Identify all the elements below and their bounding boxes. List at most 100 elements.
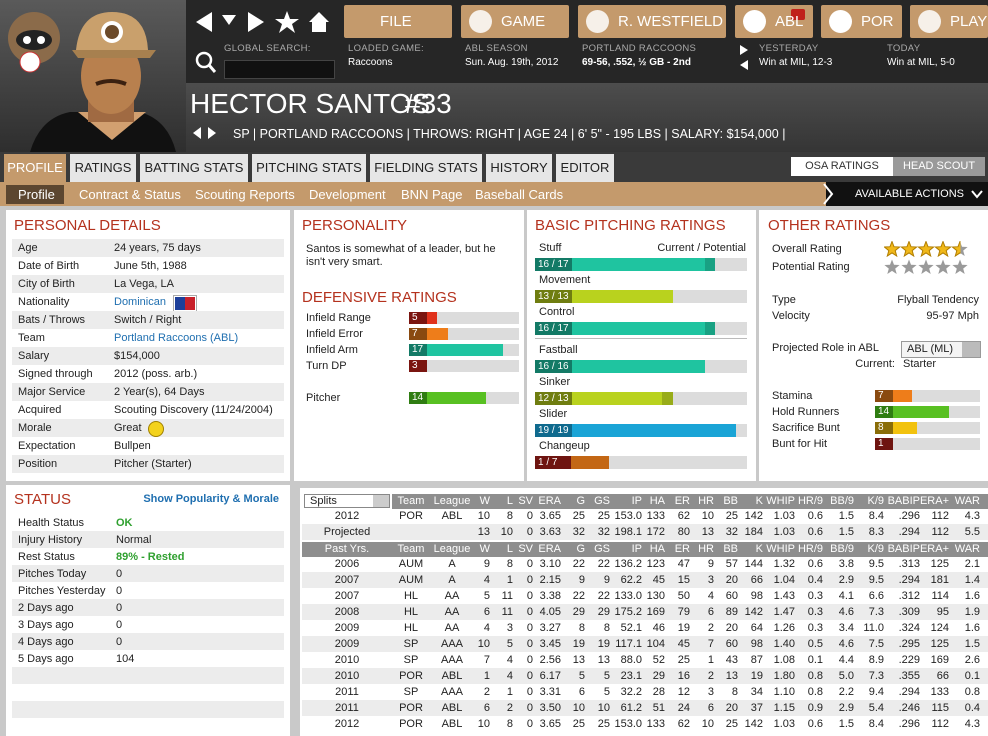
stat-cell: 169 (930, 654, 949, 666)
rating-bar (535, 360, 705, 373)
stat-cell: 25 (725, 510, 738, 522)
current-label: Current: (855, 358, 895, 370)
stat-cell: 8.4 (868, 510, 884, 522)
stat-cell: 11 (501, 590, 513, 602)
nav-button-label[interactable]: POR (861, 13, 894, 30)
actions-label[interactable]: AVAILABLE ACTIONS (855, 188, 965, 200)
detail-value[interactable]: Portland Raccoons (ABL) (114, 332, 239, 344)
scout-tab-label[interactable]: OSA RATINGS (805, 160, 879, 172)
day-arrows[interactable] (738, 43, 750, 73)
nav-button-label[interactable]: R. WESTFIELD (618, 13, 724, 30)
splits-dropdown[interactable]: Splits (304, 494, 390, 508)
detail-label: Signed through (18, 368, 93, 380)
role-dropdown[interactable]: ABL (ML) (901, 341, 981, 358)
panel-title: OTHER RATINGS (768, 217, 891, 234)
stat-cell: 28 (652, 686, 665, 698)
star-empty (935, 259, 951, 274)
popularity-link[interactable]: Show Popularity & Morale (143, 493, 279, 505)
tab[interactable]: PROFILE (4, 154, 66, 182)
search-icon[interactable] (194, 50, 218, 76)
tab[interactable]: PITCHING STATS (252, 154, 366, 182)
tab[interactable]: HISTORY (486, 154, 552, 182)
stat-cell: 0 (526, 702, 533, 714)
stat-cell: 37 (750, 702, 763, 714)
stat-cell: 4 (483, 574, 490, 586)
stat-cell: 169 (646, 606, 665, 618)
stat-cell: 181 (930, 574, 949, 586)
subtab[interactable]: Baseball Cards (475, 187, 564, 202)
other-label: Type (772, 294, 796, 306)
nav-button[interactable]: R. WESTFIELD (578, 5, 726, 38)
tab-label[interactable]: HISTORY (490, 160, 548, 175)
stat-cell: AUM (398, 558, 424, 570)
subtab[interactable]: Contract & Status (79, 187, 181, 202)
stat-cell: 112 (931, 718, 949, 730)
detail-label: Major Service (18, 386, 86, 398)
nav-button[interactable]: PLAY (910, 5, 988, 38)
stat-cell: 25 (572, 510, 585, 522)
stat-cell: 11.0 (863, 622, 884, 634)
tab-label[interactable]: PROFILE (7, 160, 63, 175)
stat-cell: 6 (707, 702, 714, 714)
stat-cell: 57 (725, 558, 738, 570)
stat-cell: 10 (701, 510, 714, 522)
header-cell: IP (631, 543, 642, 555)
tab-label[interactable]: RATINGS (74, 160, 132, 175)
stat-cell: 0.1 (807, 654, 823, 666)
nav-button[interactable]: ABL (735, 5, 813, 38)
stat-cell: 0 (526, 670, 533, 682)
stat-cell: 0.3 (807, 606, 823, 618)
header-cell: WHIP (766, 495, 795, 507)
nav-button[interactable]: GAME (461, 5, 569, 38)
subtab[interactable]: Scouting Reports (195, 187, 295, 202)
stat-cell: 1.47 (773, 606, 795, 618)
tab-label[interactable]: FIELDING STATS (374, 160, 478, 175)
nav-button[interactable]: FILE (344, 5, 452, 38)
nav-button-label[interactable]: ABL (775, 13, 804, 30)
nav-button-label[interactable]: GAME (501, 13, 546, 30)
stat-cell: .313 (898, 558, 920, 570)
splits-label[interactable]: Splits (310, 495, 337, 507)
scout-tab-label[interactable]: HEAD SCOUT (902, 160, 976, 172)
subtab[interactable]: Development (309, 187, 386, 202)
year-cell: Projected (323, 526, 371, 538)
stat-cell: 10 (597, 702, 610, 714)
status-value: 0 (116, 636, 123, 648)
actions-bar[interactable] (826, 182, 988, 206)
header-cell: K/9 (867, 543, 884, 555)
tab[interactable]: EDITOR (556, 154, 614, 182)
tab-label[interactable]: EDITOR (560, 160, 610, 175)
nav-button-label[interactable]: PLAY (950, 13, 988, 30)
header-cell: ERA+ (919, 543, 949, 555)
search-input[interactable] (224, 60, 335, 79)
header-cell: IP (631, 495, 642, 507)
scout-tab[interactable]: HEAD SCOUT (893, 157, 985, 176)
tab-label[interactable]: PITCHING STATS (256, 160, 362, 175)
stat-cell: 3.4 (838, 622, 854, 634)
detail-value: Bullpen (114, 440, 151, 452)
tab[interactable]: RATINGS (70, 154, 136, 182)
header-cell: BB (723, 495, 738, 507)
role-value[interactable]: ABL (ML) (907, 343, 954, 355)
tab[interactable]: FIELDING STATS (370, 154, 482, 182)
subtab-active[interactable] (6, 185, 64, 204)
stat-cell: 0 (526, 590, 533, 602)
tab[interactable]: BATTING STATS (140, 154, 248, 182)
stat-cell: 10 (477, 718, 490, 730)
player-arrows[interactable] (190, 125, 230, 141)
nav-button-label[interactable]: FILE (380, 13, 412, 30)
rating-label: Turn DP (306, 360, 347, 372)
subtab[interactable]: Profile (18, 187, 55, 202)
stat-cell: 10 (477, 510, 490, 522)
nav-button[interactable]: POR (821, 5, 902, 38)
table-header (392, 494, 988, 509)
tab-label[interactable]: BATTING STATS (144, 160, 244, 175)
scout-tab[interactable]: OSA RATINGS (791, 157, 893, 176)
subtab[interactable]: BNN Page (401, 187, 463, 202)
row-stripe (302, 572, 988, 588)
nav-icons[interactable] (190, 6, 340, 38)
stat-cell: 45 (652, 574, 665, 586)
detail-value[interactable]: Dominican (114, 296, 166, 308)
stat-cell: ABL (441, 718, 463, 730)
star-empty (901, 259, 917, 274)
